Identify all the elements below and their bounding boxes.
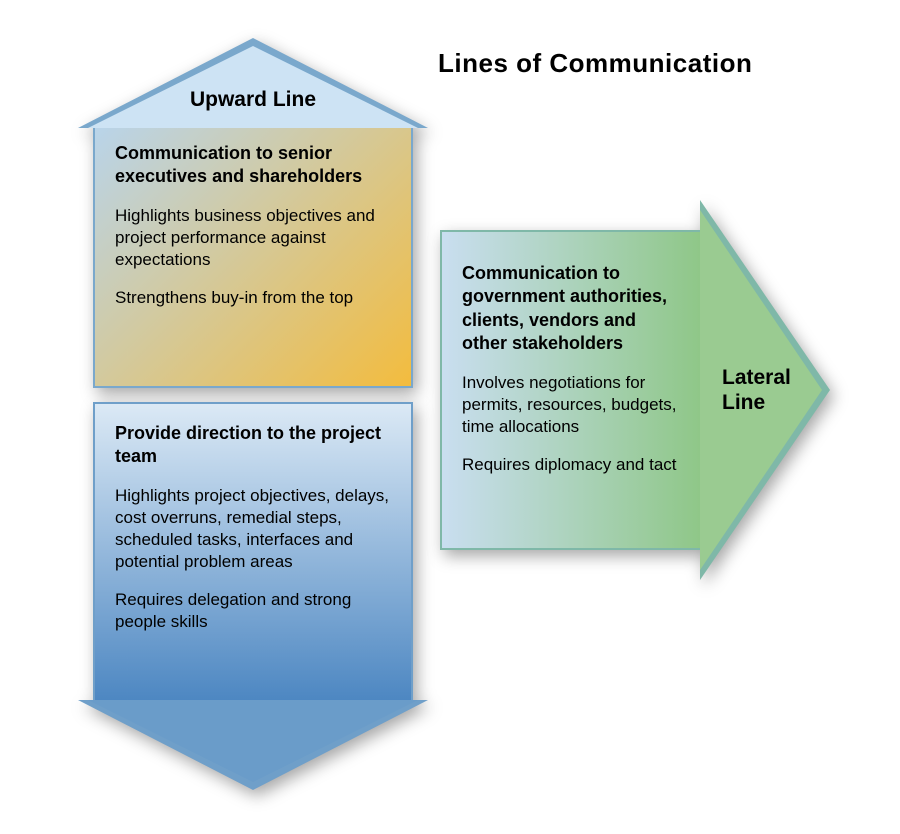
upward-arrow: Upward Line Communication to senior exec… (78, 38, 428, 388)
downward-paragraph-2: Requires delegation and strong people sk… (115, 589, 391, 633)
downward-paragraph-1: Highlights project objectives, delays, c… (115, 485, 391, 573)
upward-heading: Communication to senior executives and s… (115, 142, 391, 189)
downward-heading: Provide direction to the project team (115, 422, 391, 469)
downward-arrow: Provide direction to the project team Hi… (78, 402, 428, 790)
upward-label: Upward Line (95, 88, 411, 112)
lateral-paragraph-1: Involves negotiations for permits, resou… (462, 372, 682, 438)
downward-arrow-body: Provide direction to the project team Hi… (93, 402, 413, 700)
downward-arrow-head (78, 700, 428, 790)
upward-arrow-body: Upward Line Communication to senior exec… (93, 128, 413, 388)
lateral-arrow-body: Communication to government authorities,… (440, 230, 700, 550)
downward-arrow-head-fill (88, 700, 418, 782)
upward-paragraph-1: Highlights business objectives and proje… (115, 205, 391, 271)
upward-arrow-head-fill (88, 46, 418, 128)
lateral-arrow: Communication to government authorities,… (440, 230, 830, 550)
page-title: Lines of Communication (438, 48, 752, 79)
upward-arrow-head (78, 38, 428, 128)
upward-paragraph-2: Strengthens buy-in from the top (115, 287, 391, 309)
lateral-paragraph-2: Requires diplomacy and tact (462, 454, 682, 476)
lateral-heading: Communication to government authorities,… (462, 262, 682, 356)
lateral-label: Lateral Line (722, 365, 812, 415)
